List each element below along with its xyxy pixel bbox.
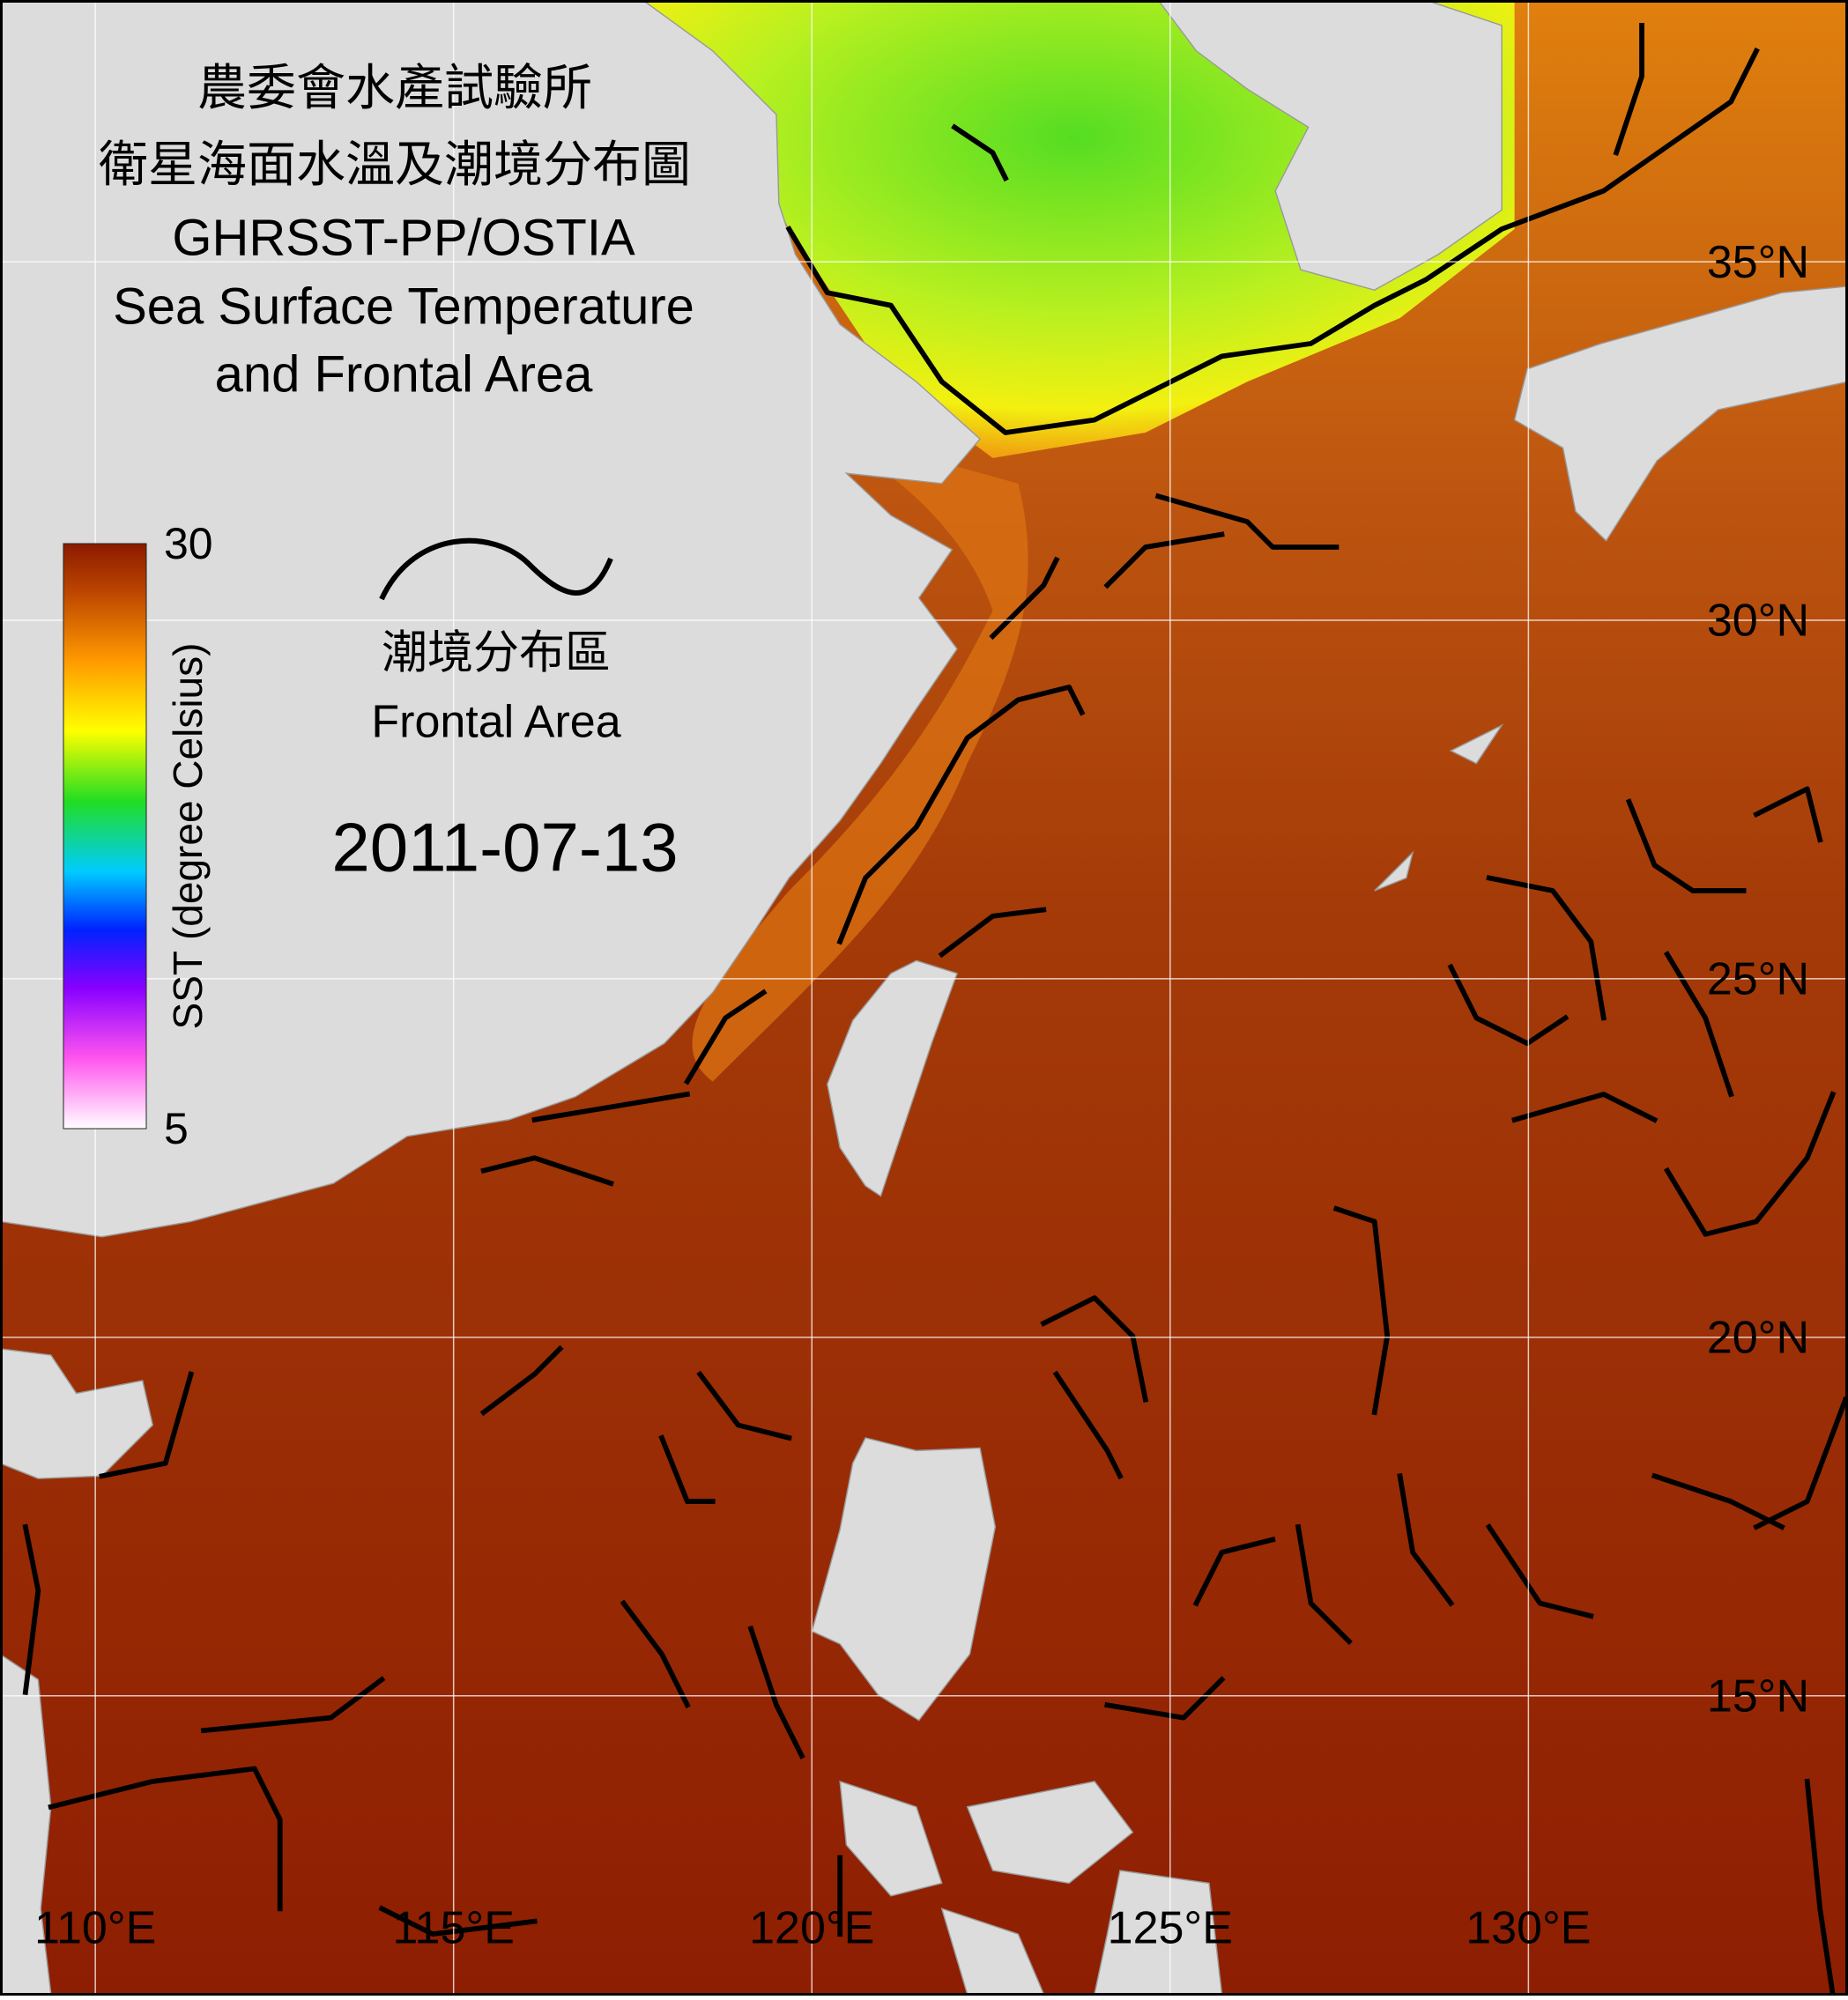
lat-label: 25°N	[1707, 954, 1809, 1005]
lat-label: 30°N	[1707, 596, 1809, 647]
lat-label: 35°N	[1707, 237, 1809, 288]
land-korea	[1157, 0, 1503, 292]
land-taiwan	[826, 959, 958, 1197]
lon-label: 115°E	[393, 1903, 515, 1954]
title-zh-2: 衛星海面水溫及潮境分布圖	[99, 137, 691, 192]
title-en-2: Sea Surface Temperature	[113, 278, 694, 335]
colorbar-label: SST (degree Celsius)	[165, 643, 211, 1030]
lon-label: 120°E	[749, 1903, 874, 1954]
title-en-1: GHRSST-PP/OSTIA	[172, 209, 635, 266]
colorbar	[63, 543, 147, 1130]
legend-label-en: Frontal Area	[371, 697, 620, 748]
land-vietnam	[0, 1653, 52, 1995]
colorbar-tick-label: 30	[164, 519, 213, 568]
lon-label: 130°E	[1466, 1903, 1591, 1954]
lat-label: 20°N	[1707, 1313, 1809, 1364]
coastal-water	[692, 419, 1028, 1082]
lon-label: 125°E	[1108, 1903, 1233, 1954]
lat-label: 15°N	[1707, 1671, 1809, 1722]
land-hainan	[0, 1348, 154, 1479]
title-zh-1: 農委會水產試驗所	[197, 60, 592, 115]
land-luzon	[811, 1437, 997, 1722]
title-en-3: and Frontal Area	[215, 345, 594, 403]
land-japan	[1513, 285, 1848, 542]
colorbar-tick-label: 5	[164, 1104, 189, 1153]
legend-label-zh: 潮境分布區	[382, 628, 611, 679]
land-visayas	[839, 1780, 1223, 1995]
land-islands	[1374, 723, 1504, 892]
frontal-lines	[22, 22, 1848, 1997]
legend-front-symbol	[379, 537, 613, 601]
date: 2011-07-13	[331, 809, 678, 886]
land-china	[0, 0, 982, 1238]
lon-label: 110°E	[34, 1903, 156, 1954]
